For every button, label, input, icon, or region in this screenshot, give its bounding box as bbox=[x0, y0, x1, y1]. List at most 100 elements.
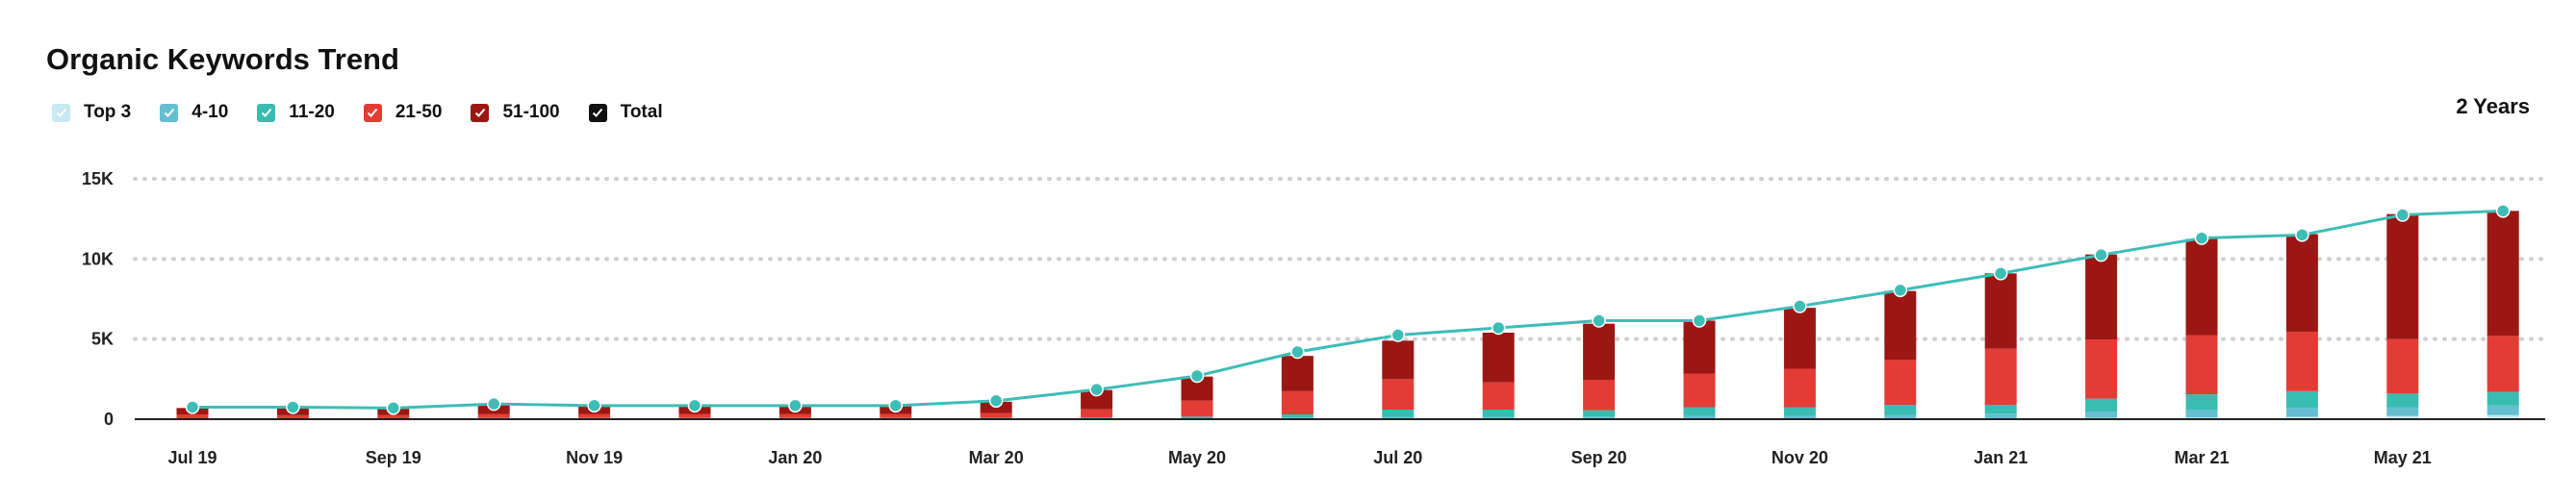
bar-segment bbox=[1081, 417, 1113, 419]
x-tick-label: Jul 20 bbox=[1373, 448, 1422, 467]
legend-label-11-20: 11-20 bbox=[289, 102, 335, 122]
bar-segment bbox=[1382, 416, 1415, 419]
legend-swatch-11-20 bbox=[257, 103, 276, 122]
period-selector[interactable]: 2 Years bbox=[2456, 94, 2530, 118]
bar-segment bbox=[1884, 414, 1917, 419]
legend-label-top-3: Top 3 bbox=[84, 102, 132, 122]
total-point bbox=[587, 398, 601, 413]
bar-segment bbox=[2085, 254, 2118, 339]
legend-label-51-100: 51-100 bbox=[502, 102, 560, 122]
bar-segment bbox=[1482, 333, 1515, 383]
bar-segment bbox=[2085, 412, 2118, 418]
x-tick-label: Jul 19 bbox=[167, 448, 217, 467]
legend-item-11-20[interactable]: 11-20 bbox=[257, 102, 335, 123]
bar-segment bbox=[2185, 410, 2218, 418]
bar-segment bbox=[2386, 213, 2419, 339]
bar-segment bbox=[2386, 415, 2419, 419]
legend-item-top-3[interactable]: Top 3 bbox=[52, 102, 131, 123]
bar-segment bbox=[2185, 394, 2218, 410]
bar-segment bbox=[377, 414, 410, 419]
x-tick-label: May 21 bbox=[2374, 448, 2432, 467]
bar-segment bbox=[477, 413, 510, 418]
x-tick-label: Mar 21 bbox=[2174, 448, 2229, 467]
bar-segment bbox=[1583, 323, 1616, 380]
bar-segment bbox=[678, 413, 711, 418]
x-tick-label: Mar 20 bbox=[969, 448, 1024, 467]
legend-swatch-51-100 bbox=[471, 103, 490, 122]
total-point bbox=[2395, 208, 2410, 222]
bar-segment bbox=[1482, 410, 1515, 417]
total-point bbox=[788, 398, 803, 413]
total-point bbox=[1491, 320, 1506, 336]
bar-segment bbox=[1382, 340, 1415, 380]
y-tick-label: 15K bbox=[82, 169, 114, 188]
bar-segment bbox=[1984, 405, 2017, 414]
legend-item-total[interactable]: Total bbox=[588, 102, 663, 123]
checkmark-icon bbox=[56, 108, 66, 117]
legend-item-51-100[interactable]: 51-100 bbox=[471, 102, 560, 123]
x-tick-label: Jan 20 bbox=[768, 448, 822, 467]
bar-segment bbox=[1783, 415, 1816, 419]
bar-segment bbox=[1884, 360, 1917, 405]
x-tick-label: Jan 21 bbox=[1974, 448, 2028, 467]
total-point bbox=[1993, 266, 2008, 281]
bar-segment bbox=[1583, 380, 1616, 411]
x-tick-label: May 20 bbox=[1168, 448, 1226, 467]
bar-segment bbox=[2487, 414, 2519, 419]
bar-segment bbox=[778, 413, 811, 418]
bar-segment bbox=[2285, 416, 2318, 419]
legend-swatch-21-50 bbox=[363, 103, 382, 122]
bar-segment bbox=[1583, 416, 1616, 419]
bar-segment bbox=[1081, 409, 1113, 417]
chart-title: Organic Keywords Trend bbox=[46, 42, 399, 76]
bar-segment bbox=[2487, 336, 2519, 392]
bar-segment bbox=[1281, 356, 1314, 391]
bar-segment bbox=[2285, 390, 2318, 409]
bar-segment bbox=[2386, 338, 2419, 394]
bar-segment bbox=[176, 414, 209, 419]
bar-segment bbox=[2185, 335, 2218, 395]
bar-segment bbox=[2386, 407, 2419, 416]
legend-label-21-50: 21-50 bbox=[395, 102, 443, 122]
bar-segment bbox=[2185, 238, 2218, 336]
bar-segment bbox=[1482, 416, 1515, 419]
total-point bbox=[1692, 313, 1707, 328]
bar-segment bbox=[2487, 391, 2519, 406]
bar-segment bbox=[2285, 234, 2318, 333]
legend-item-4-10[interactable]: 4-10 bbox=[160, 102, 228, 123]
total-point bbox=[687, 398, 702, 413]
bar-segment bbox=[1984, 348, 2017, 405]
checkmark-icon bbox=[368, 108, 378, 117]
legend-label-total: Total bbox=[620, 102, 663, 122]
bar-segment bbox=[1783, 407, 1816, 416]
bar-segment bbox=[2085, 339, 2118, 399]
legend-swatch-4-10 bbox=[160, 103, 179, 122]
legend-label-4-10: 4-10 bbox=[191, 102, 229, 122]
total-point bbox=[1189, 368, 1205, 384]
bar-segment bbox=[1181, 416, 1213, 418]
total-point bbox=[1290, 344, 1305, 360]
bar-segment bbox=[1181, 400, 1213, 417]
total-point bbox=[1390, 328, 1406, 342]
bar-segment bbox=[1382, 410, 1415, 417]
y-tick-label: 10K bbox=[82, 249, 114, 268]
checkmark-icon bbox=[592, 108, 603, 117]
bar-segment bbox=[2487, 405, 2519, 415]
bar-segment bbox=[1683, 320, 1716, 374]
bar-segment bbox=[1783, 368, 1816, 408]
total-point bbox=[1089, 382, 1104, 397]
legend-swatch-top-3 bbox=[52, 103, 70, 122]
bar-segment bbox=[1884, 405, 1917, 415]
bar-segment bbox=[1482, 382, 1515, 410]
x-tick-label: Nov 20 bbox=[1772, 448, 1828, 467]
bar-segment bbox=[2285, 332, 2318, 391]
bar-segment bbox=[880, 413, 912, 418]
total-point bbox=[988, 393, 1004, 409]
total-point bbox=[888, 398, 904, 413]
bar-segment bbox=[2487, 211, 2519, 337]
bar-segment bbox=[1081, 389, 1113, 410]
checkmark-icon bbox=[474, 108, 486, 117]
bar-segment bbox=[276, 414, 309, 419]
legend-item-21-50[interactable]: 21-50 bbox=[363, 102, 443, 123]
